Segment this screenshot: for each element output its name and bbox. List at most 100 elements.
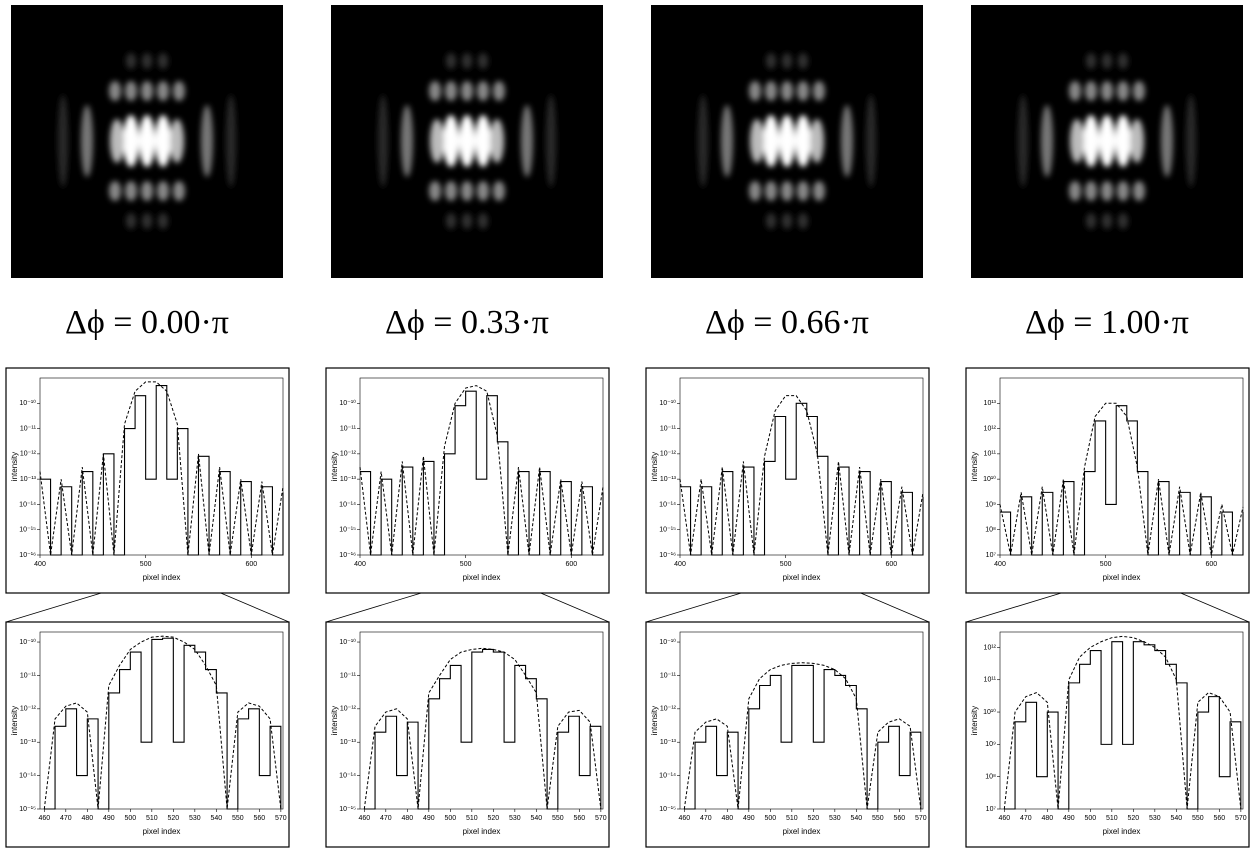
fringe bbox=[81, 105, 93, 177]
x-tick-label: 530 bbox=[189, 815, 201, 822]
fringe bbox=[155, 115, 171, 167]
fringe bbox=[781, 181, 793, 201]
fringe bbox=[157, 81, 169, 101]
fringe bbox=[139, 115, 155, 167]
y-tick-label: 10⁻¹² bbox=[340, 451, 357, 458]
fringe bbox=[429, 81, 441, 101]
y-tick-label: 10⁹ bbox=[985, 741, 996, 748]
zoom-line bbox=[861, 593, 929, 622]
x-tick-label: 530 bbox=[829, 815, 841, 822]
x-tick-label: 480 bbox=[401, 815, 413, 822]
y-tick-label: 10¹³ bbox=[984, 400, 997, 407]
fringe bbox=[173, 81, 185, 101]
zoom-line bbox=[646, 593, 741, 622]
x-tick-label: 540 bbox=[530, 815, 542, 822]
fringe bbox=[401, 105, 413, 177]
plot-frame bbox=[646, 368, 929, 593]
fringe bbox=[170, 119, 184, 163]
y-tick-label: 10⁻¹² bbox=[660, 451, 677, 458]
fringe bbox=[158, 213, 168, 229]
x-tick-label: 500 bbox=[140, 561, 152, 568]
x-tick-label: 510 bbox=[466, 815, 478, 822]
x-tick-label: 550 bbox=[232, 815, 244, 822]
y-tick-label: 10⁻¹⁴ bbox=[339, 772, 356, 779]
fringe bbox=[782, 213, 792, 229]
fringe bbox=[477, 181, 489, 201]
envelope-line bbox=[44, 636, 281, 809]
x-tick-label: 460 bbox=[678, 815, 690, 822]
fringe bbox=[797, 81, 809, 101]
fringe bbox=[446, 53, 456, 69]
fringe bbox=[110, 119, 124, 163]
x-tick-label: 470 bbox=[700, 815, 712, 822]
intensity-line bbox=[1000, 406, 1243, 555]
intensity-line bbox=[40, 386, 283, 555]
y-axis-label: intensity bbox=[650, 706, 659, 735]
fringe bbox=[781, 81, 793, 101]
phase-label: Δϕ = 0.33·π bbox=[385, 304, 549, 341]
fringe bbox=[813, 181, 825, 201]
y-axis-label: intensity bbox=[330, 452, 339, 481]
y-tick-label: 10⁻¹⁴ bbox=[339, 501, 356, 508]
x-tick-label: 520 bbox=[167, 815, 179, 822]
y-tick-label: 10⁻¹⁶ bbox=[19, 552, 36, 559]
y-tick-label: 10⁹ bbox=[985, 501, 996, 508]
x-tick-label: 510 bbox=[1106, 815, 1118, 822]
fringe bbox=[445, 81, 457, 101]
plot-area bbox=[360, 378, 603, 555]
fringe bbox=[1130, 119, 1144, 163]
fringe bbox=[201, 105, 213, 177]
y-axis-label: intensity bbox=[970, 706, 979, 735]
zoom-line bbox=[221, 593, 289, 622]
fringe bbox=[461, 81, 473, 101]
zoom-line bbox=[966, 593, 1061, 622]
x-tick-label: 540 bbox=[850, 815, 862, 822]
x-tick-label: 560 bbox=[1214, 815, 1226, 822]
fringe bbox=[546, 95, 556, 187]
fringe bbox=[493, 181, 505, 201]
x-tick-label: 500 bbox=[460, 561, 472, 568]
y-tick-label: 10⁻¹³ bbox=[340, 739, 357, 746]
envelope-line bbox=[40, 382, 283, 555]
x-tick-label: 470 bbox=[1020, 815, 1032, 822]
y-tick-label: 10⁻¹⁶ bbox=[659, 552, 676, 559]
x-tick-label: 400 bbox=[674, 561, 686, 568]
y-axis-label: intensity bbox=[330, 706, 339, 735]
fringe bbox=[478, 213, 488, 229]
fringe bbox=[429, 181, 441, 201]
y-tick-label: 10⁻¹¹ bbox=[660, 425, 677, 432]
fringe bbox=[478, 53, 488, 69]
fringe bbox=[459, 115, 475, 167]
y-tick-label: 10⁻¹⁶ bbox=[339, 552, 356, 559]
y-tick-label: 10⁻¹¹ bbox=[340, 425, 357, 432]
x-axis-label: pixel index bbox=[1103, 827, 1141, 836]
x-tick-label: 400 bbox=[994, 561, 1006, 568]
y-tick-label: 10⁻¹¹ bbox=[20, 672, 37, 679]
fringe bbox=[763, 115, 779, 167]
plot-frame bbox=[6, 368, 289, 593]
fringe bbox=[173, 181, 185, 201]
fringe bbox=[866, 95, 876, 187]
x-tick-label: 460 bbox=[998, 815, 1010, 822]
fringe bbox=[521, 105, 533, 177]
fringe bbox=[1101, 81, 1113, 101]
y-tick-label: 10⁻¹³ bbox=[20, 476, 37, 483]
y-tick-label: 10⁻¹⁰ bbox=[339, 638, 356, 646]
fringe bbox=[1085, 181, 1097, 201]
x-tick-label: 490 bbox=[743, 815, 755, 822]
plot-frame bbox=[966, 368, 1249, 593]
phase-label: Δϕ = 1.00·π bbox=[1025, 304, 1189, 341]
fringe bbox=[765, 81, 777, 101]
y-tick-label: 10⁻¹⁵ bbox=[19, 527, 36, 534]
y-axis-label: intensity bbox=[10, 452, 19, 481]
x-tick-label: 540 bbox=[1170, 815, 1182, 822]
zoom-line bbox=[1181, 593, 1249, 622]
x-tick-label: 600 bbox=[245, 561, 257, 568]
fringe bbox=[698, 95, 708, 187]
y-tick-label: 10⁻¹⁴ bbox=[19, 772, 36, 779]
x-tick-label: 510 bbox=[146, 815, 158, 822]
x-tick-label: 500 bbox=[1084, 815, 1096, 822]
fringe bbox=[226, 95, 236, 187]
x-tick-label: 490 bbox=[1063, 815, 1075, 822]
y-tick-label: 10⁻¹³ bbox=[660, 739, 677, 746]
